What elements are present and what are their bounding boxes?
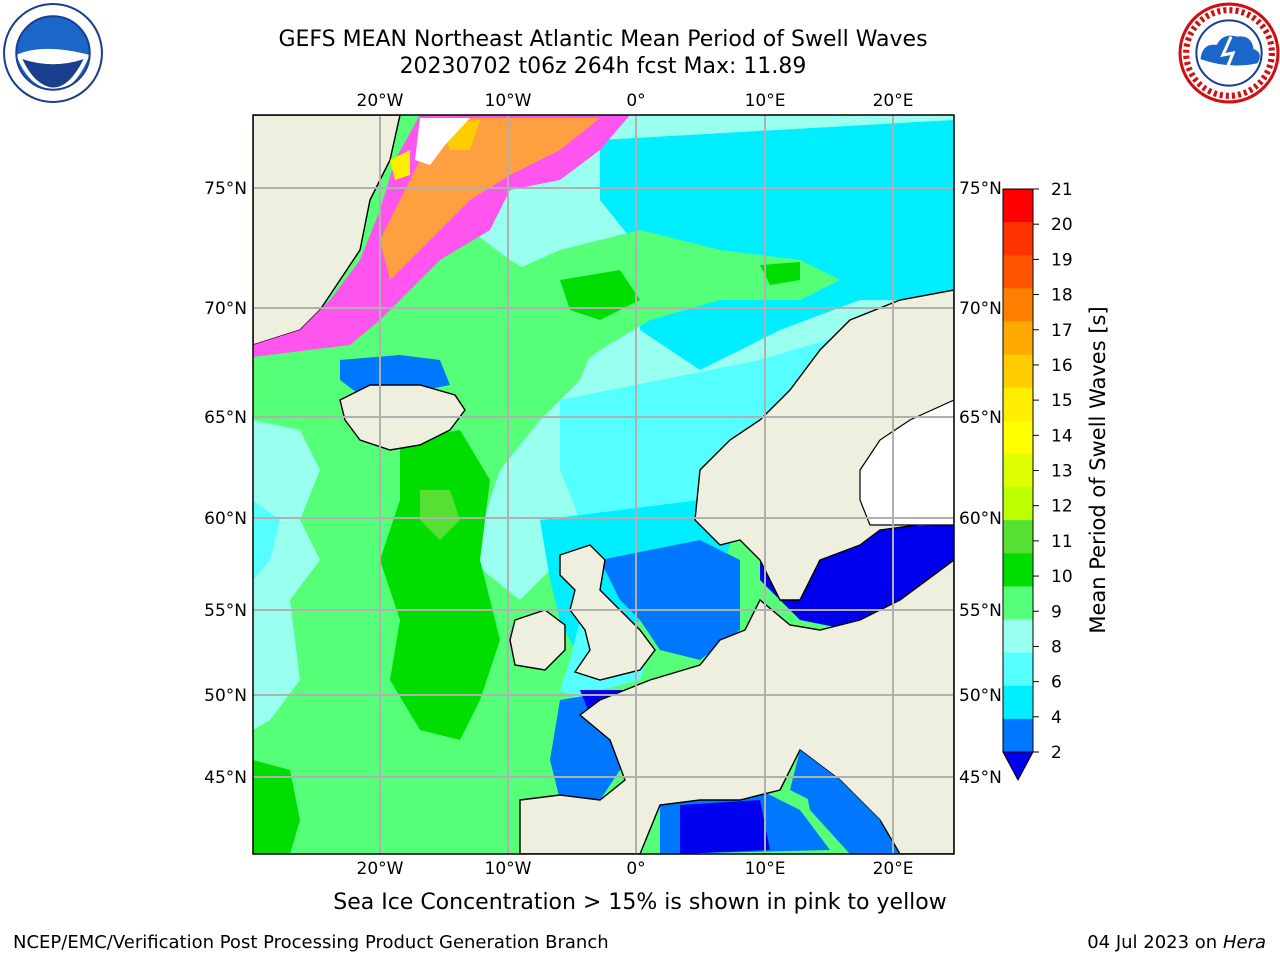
lat-label: 45°N xyxy=(959,768,1002,788)
colorbar-tick-label: 19 xyxy=(1051,250,1073,270)
lon-label: 20°W xyxy=(357,859,404,879)
colorbar-segment xyxy=(1003,189,1033,223)
lon-label: 10°W xyxy=(485,91,532,111)
footer-date-text: 04 Jul 2023 on xyxy=(1087,932,1223,953)
colorbar-segment xyxy=(1003,685,1033,720)
noaa-logo-icon xyxy=(3,3,103,103)
lat-label: 65°N xyxy=(204,408,247,428)
sea-ice-note: Sea Ice Concentration > 15% is shown in … xyxy=(333,890,947,915)
colorbar-segment xyxy=(1003,553,1033,587)
colorbar-segment xyxy=(1003,222,1033,256)
colorbar-tick-label: 13 xyxy=(1051,462,1073,482)
colorbar-tick-label: 18 xyxy=(1051,286,1073,306)
colorbar-tick-label: 14 xyxy=(1051,426,1073,446)
lat-label: 60°N xyxy=(959,509,1002,529)
map-frame xyxy=(252,114,955,855)
lat-label: 70°N xyxy=(959,299,1002,319)
colorbar-segment xyxy=(1003,487,1033,521)
lon-label: 0° xyxy=(626,859,645,879)
lon-label: 10°E xyxy=(745,859,786,879)
colorbar-tick-label: 11 xyxy=(1051,532,1073,552)
chart-subtitle-run: 20230702 t06z 264h fcst Max: 11.89 xyxy=(399,54,807,79)
longitude-labels-bottom: 20°W 10°W 0° 10°E 20°E xyxy=(357,859,914,879)
footer-host: Hera xyxy=(1222,932,1266,953)
nws-logo-icon xyxy=(1178,2,1280,104)
colorbar-tick-label: 17 xyxy=(1051,321,1073,341)
longitude-labels-top: 20°W 10°W 0° 10°E 20°E xyxy=(357,91,914,111)
colorbar-segment xyxy=(1003,718,1033,753)
footer-organization: NCEP/EMC/Verification Post Processing Pr… xyxy=(13,932,609,953)
colorbar-tick-label: 15 xyxy=(1051,391,1073,411)
swell-field xyxy=(253,115,954,854)
colorbar-tick-label: 21 xyxy=(1051,180,1073,200)
lon-label: 0° xyxy=(626,91,645,111)
colorbar-segment xyxy=(1003,586,1033,621)
lat-label: 50°N xyxy=(204,686,247,706)
colorbar-tick-label: 20 xyxy=(1051,215,1073,235)
lat-label: 55°N xyxy=(204,601,247,621)
chart-title: GEFS MEAN Northeast Atlantic Mean Period… xyxy=(278,27,928,52)
lon-label: 20°E xyxy=(873,91,914,111)
colorbar-tick-label: 9 xyxy=(1051,602,1062,622)
lat-label: 75°N xyxy=(959,179,1002,199)
colorbar-tick-label: 12 xyxy=(1051,497,1073,517)
colorbar-segment xyxy=(1003,255,1033,289)
colorbar-segment xyxy=(1003,288,1033,322)
lat-label: 60°N xyxy=(204,509,247,529)
colorbar-tick-label: 16 xyxy=(1051,356,1073,376)
colorbar-tick-label: 8 xyxy=(1051,637,1062,657)
lon-label: 10°E xyxy=(745,91,786,111)
lon-label: 10°W xyxy=(485,859,532,879)
map-gridlines xyxy=(253,115,954,854)
lon-label: 20°W xyxy=(357,91,404,111)
colorbar-segment xyxy=(1003,453,1033,488)
colorbar-tick-label: 6 xyxy=(1051,673,1062,693)
lat-label: 55°N xyxy=(959,601,1002,621)
colorbar xyxy=(1002,188,1034,782)
colorbar-label-text: Mean Period of Swell Waves [s] xyxy=(1086,306,1110,634)
colorbar-tick-label: 4 xyxy=(1051,708,1062,728)
latitude-labels-left: 75°N 70°N 65°N 60°N 55°N 50°N 45°N xyxy=(204,179,247,788)
colorbar-ticks: 21 20 19 18 17 16 15 14 13 12 11 10 9 8 6 4 2 xyxy=(1033,180,1073,763)
colorbar-segment xyxy=(1003,387,1033,422)
lat-label: 45°N xyxy=(204,768,247,788)
colorbar-segment xyxy=(1003,652,1033,687)
colorbar-segment xyxy=(1003,520,1033,554)
colorbar-segment xyxy=(1003,619,1033,654)
colorbar-tick-label: 2 xyxy=(1051,743,1062,763)
colorbar-segment xyxy=(1003,354,1033,389)
lon-label: 20°E xyxy=(873,859,914,879)
latitude-labels-right: 75°N 70°N 65°N 60°N 55°N 50°N 45°N xyxy=(959,179,1002,788)
colorbar-extension xyxy=(1002,751,1034,782)
colorbar-tick-label: 10 xyxy=(1051,567,1073,587)
lat-label: 50°N xyxy=(959,686,1002,706)
footer-date: 04 Jul 2023 on Hera xyxy=(1087,932,1266,953)
colorbar-segment xyxy=(1003,321,1033,356)
lat-label: 70°N xyxy=(204,299,247,319)
colorbar-segment xyxy=(1003,420,1033,455)
lat-label: 75°N xyxy=(204,179,247,199)
lat-label: 65°N xyxy=(959,408,1002,428)
